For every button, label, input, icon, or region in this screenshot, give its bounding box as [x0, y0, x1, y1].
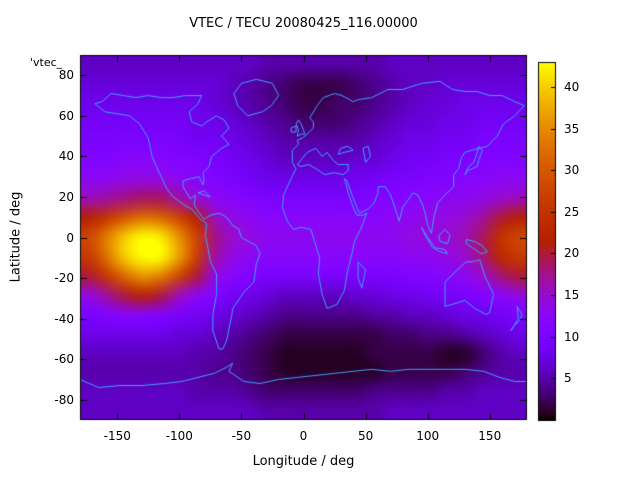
x-tick--150: -150 — [103, 429, 131, 443]
x-tick-150: 150 — [478, 429, 502, 443]
cb-tick-5: 5 — [564, 371, 572, 386]
y-tick-80: 80 — [58, 68, 74, 83]
y-axis-label: Latitude / deg — [8, 191, 24, 283]
x-tick--50: -50 — [231, 429, 252, 443]
plot-key-label: 'vtec_ — [30, 56, 63, 69]
y-tick-20: 20 — [58, 189, 74, 204]
y-tick--20: -20 — [54, 271, 74, 286]
x-tick-100: 100 — [416, 429, 440, 443]
y-tick-60: 60 — [58, 108, 74, 123]
cb-tick-40: 40 — [564, 79, 580, 94]
cb-tick-20: 20 — [564, 246, 580, 261]
cb-tick-15: 15 — [564, 288, 580, 303]
y-tick--40: -40 — [54, 311, 74, 326]
x-tick-50: 50 — [357, 429, 374, 443]
plot-title: VTEC / TECU 20080425_116.00000 — [189, 16, 418, 31]
cb-tick-35: 35 — [564, 121, 580, 136]
y-tick--80: -80 — [54, 392, 74, 407]
x-tick--100: -100 — [165, 429, 193, 443]
x-axis-label: Longitude / deg — [252, 454, 355, 469]
cb-tick-30: 30 — [564, 163, 580, 178]
y-tick-0: 0 — [66, 230, 74, 245]
y-tick-40: 40 — [58, 149, 74, 164]
cb-tick-10: 10 — [564, 329, 580, 344]
y-tick--60: -60 — [54, 352, 74, 367]
x-tick-0: 0 — [299, 429, 308, 443]
cb-tick-25: 25 — [564, 204, 580, 219]
